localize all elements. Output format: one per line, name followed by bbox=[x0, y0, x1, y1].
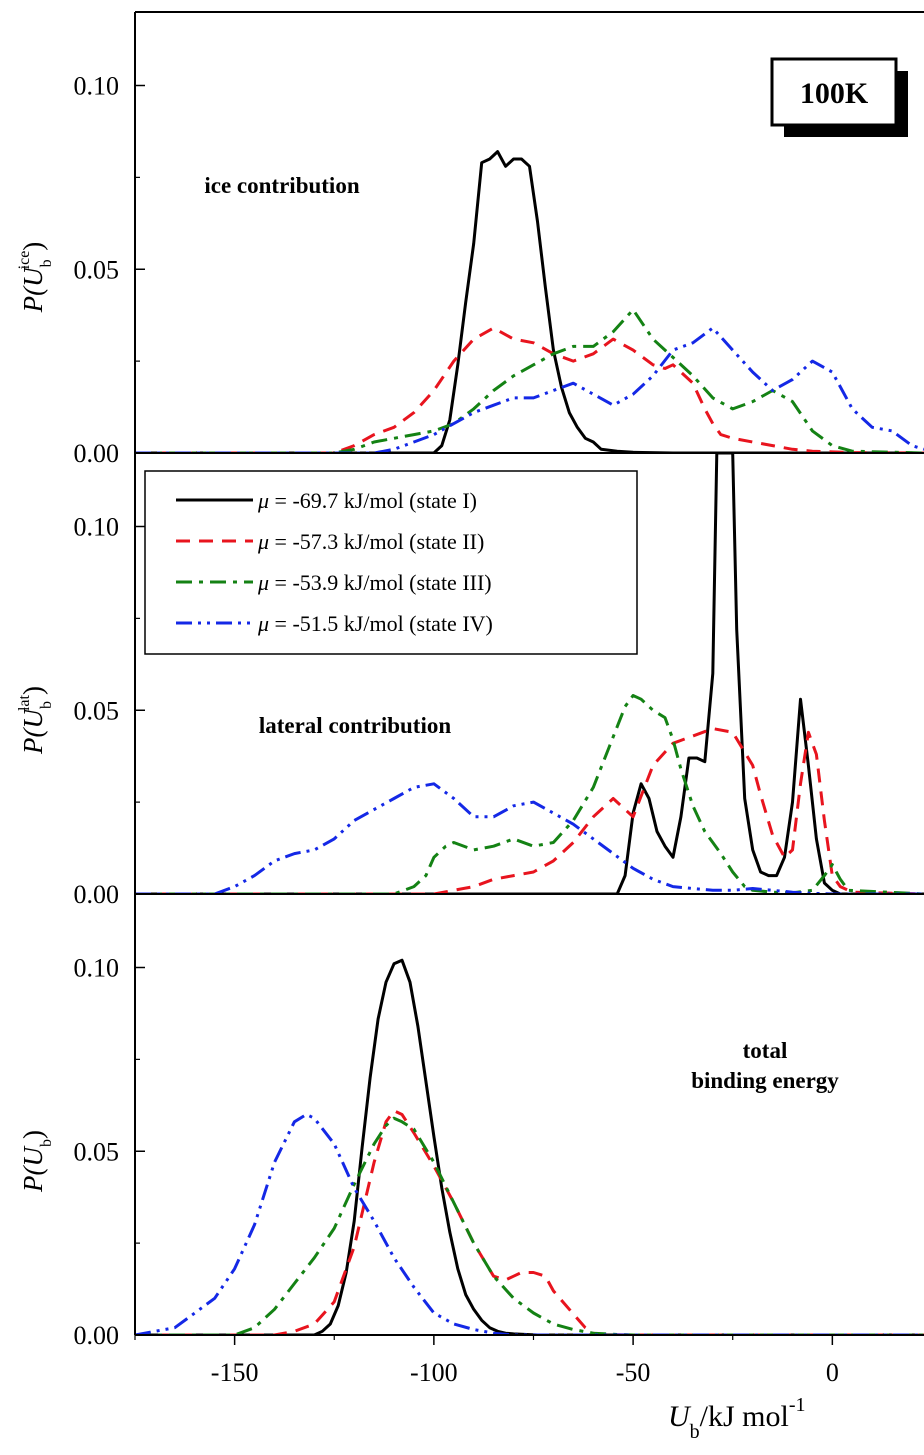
annotation-total-0: total bbox=[743, 1038, 788, 1063]
series-line-lat-4 bbox=[135, 782, 924, 894]
legend-label-2: μ = -57.3 kJ/mol (state II) bbox=[257, 529, 484, 554]
series-line-total-3 bbox=[135, 1116, 924, 1335]
series-line-lat-3 bbox=[135, 694, 924, 894]
panel-lat: 0.00 0.05 0.10 P(Ublat) lateral contribution bbox=[16, 453, 924, 909]
legend-entries: μ = -69.7 kJ/mol (state I) μ = -57.3 kJ/m… bbox=[176, 488, 493, 636]
panel-total: 0.00 0.05 0.10 P(Ub) total binding energy bbox=[18, 894, 924, 1350]
y-axis-label-ice: P(Ubice) bbox=[16, 242, 55, 314]
annotation-lat-0: lateral contribution bbox=[259, 713, 451, 738]
x-axis: -150 -100 -50 0 bbox=[134, 1335, 839, 1387]
badge-box bbox=[770, 57, 898, 127]
y-tick-label-lat-2: 0.10 bbox=[74, 513, 120, 542]
annotation-ice-0: ice contribution bbox=[204, 173, 359, 198]
x-tick-label-2: -50 bbox=[616, 1358, 651, 1387]
y-tick-label-ice-0: 0.00 bbox=[74, 439, 120, 468]
y-tick-label-total-2: 0.10 bbox=[74, 954, 120, 983]
series-line-ice-4 bbox=[135, 326, 924, 453]
y-tick-label-total-0: 0.00 bbox=[74, 1321, 120, 1350]
series-group-ice bbox=[135, 150, 924, 453]
series-group-lat bbox=[135, 453, 924, 894]
panel-ice: 0.00 0.05 0.10 P(Ubice) ice contribution bbox=[16, 11, 924, 468]
legend-label-1: μ = -69.7 kJ/mol (state I) bbox=[257, 488, 477, 513]
x-tick-label-0: -150 bbox=[211, 1358, 259, 1387]
series-group-total bbox=[135, 958, 924, 1335]
legend-label-4: μ = -51.5 kJ/mol (state IV) bbox=[257, 611, 493, 636]
legend: μ = -69.7 kJ/mol (state I) μ = -57.3 kJ/m… bbox=[144, 470, 638, 655]
series-line-total-1 bbox=[135, 958, 924, 1335]
x-axis-label: Ub/kJ mol-1 bbox=[668, 1394, 806, 1443]
series-line-ice-1 bbox=[135, 150, 924, 453]
series-line-lat-1 bbox=[135, 453, 924, 894]
x-tick-label-3: 0 bbox=[826, 1358, 839, 1387]
y-axis-label-lat: P(Ublat) bbox=[16, 686, 55, 755]
y-tick-label-lat-1: 0.05 bbox=[74, 696, 120, 725]
legend-label-3: μ = -53.9 kJ/mol (state III) bbox=[257, 570, 492, 595]
y-tick-label-lat-0: 0.00 bbox=[74, 880, 120, 909]
annotation-total-1: binding energy bbox=[691, 1068, 839, 1093]
series-line-ice-2 bbox=[135, 326, 924, 453]
panels-layer: 0.000.050.10P(Ubice)ice contribution0.00… bbox=[16, 11, 924, 1350]
y-axis-label-total: P(Ub) bbox=[18, 1130, 55, 1193]
temperature-badge: 100K bbox=[770, 57, 908, 137]
series-line-total-2 bbox=[135, 1109, 924, 1335]
series-line-total-4 bbox=[135, 1113, 924, 1335]
x-tick-label-1: -100 bbox=[410, 1358, 458, 1387]
series-line-lat-2 bbox=[135, 727, 924, 894]
temperature-label: 100K bbox=[800, 77, 869, 110]
series-line-ice-3 bbox=[135, 308, 924, 453]
y-tick-label-ice-1: 0.05 bbox=[74, 255, 120, 284]
y-tick-label-total-1: 0.05 bbox=[74, 1137, 120, 1166]
y-tick-label-ice-2: 0.10 bbox=[74, 72, 120, 101]
